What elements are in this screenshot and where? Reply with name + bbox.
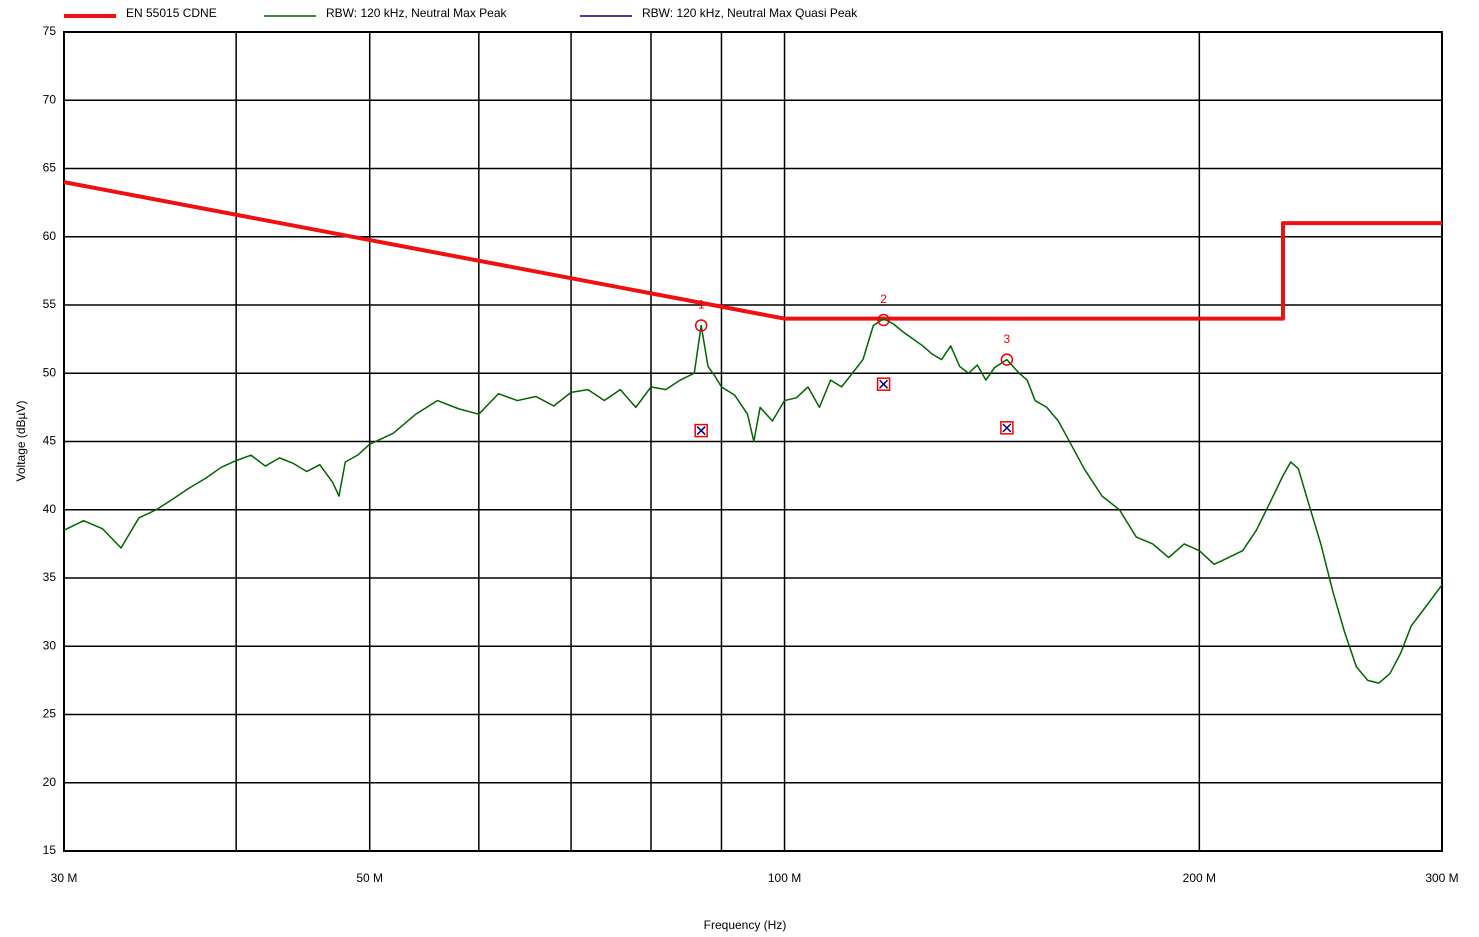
y-tick-label: 60	[43, 229, 57, 243]
y-tick-label: 55	[43, 297, 57, 311]
x-tick-label: 100 M	[768, 871, 801, 885]
quasi-peak-marker	[876, 377, 891, 391]
peak-marker-label: 1	[698, 298, 705, 312]
y-tick-label: 70	[43, 92, 57, 106]
y-tick-label: 30	[43, 638, 57, 652]
x-tick-label: 50 M	[356, 871, 383, 885]
legend-label: RBW: 120 kHz, Neutral Max Peak	[326, 6, 508, 20]
x-tick-label: 300 M	[1425, 871, 1458, 885]
y-tick-label: 40	[43, 502, 57, 516]
legend-label: RBW: 120 kHz, Neutral Max Quasi Peak	[642, 6, 858, 20]
peak-marker-label: 2	[880, 292, 887, 306]
y-tick-label: 45	[43, 434, 57, 448]
y-tick-label: 50	[43, 365, 57, 379]
series-line	[63, 180, 1442, 321]
series-line	[63, 317, 1443, 684]
x-tick-label: 30 M	[51, 871, 78, 885]
y-tick-label: 65	[43, 161, 57, 175]
y-tick-label: 15	[43, 843, 57, 857]
y-tick-label: 20	[43, 775, 57, 789]
x-tick-label: 200 M	[1183, 871, 1216, 885]
marker-part	[1002, 423, 1012, 433]
peak-marker	[1000, 353, 1014, 366]
quasi-peak-marker	[694, 423, 708, 438]
x-axis-label: Frequency (Hz)	[704, 918, 787, 932]
marker-part	[879, 379, 889, 389]
y-tick-label: 35	[43, 570, 57, 584]
marker-part	[696, 426, 706, 436]
y-axis-label: Voltage (dBµV)	[14, 401, 28, 482]
quasi-peak-marker	[1000, 421, 1014, 435]
peak-marker-label: 3	[1004, 332, 1011, 346]
peak-marker	[877, 313, 890, 327]
legend-label: EN 55015 CDNE	[126, 6, 217, 20]
y-tick-label: 25	[43, 707, 57, 721]
plot-border	[63, 31, 1443, 852]
peak-marker	[694, 319, 708, 332]
y-tick-label: 75	[43, 24, 57, 38]
